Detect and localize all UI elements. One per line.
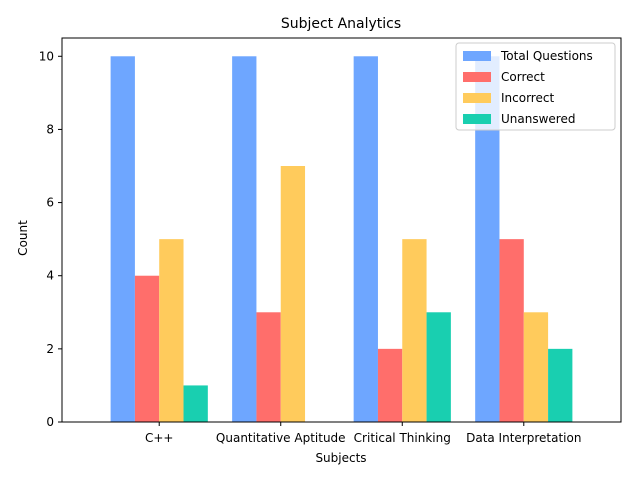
legend-swatch xyxy=(463,114,491,124)
y-tick-label: 6 xyxy=(46,196,54,210)
legend: Total Questions Correct Incorrect Unanswere… xyxy=(455,42,616,131)
bar-incorrect-2 xyxy=(280,166,306,422)
y-tick-label: 10 xyxy=(39,49,54,63)
legend-swatch xyxy=(463,72,491,82)
plot-frame xyxy=(61,37,622,423)
bar-total-questions-1 xyxy=(110,56,135,423)
y-axis-title: Count xyxy=(16,220,30,256)
legend-label: Incorrect xyxy=(501,91,554,105)
legend-label: Unanswered xyxy=(501,112,575,126)
x-tick-label: C++ xyxy=(145,431,174,445)
x-tick-label: Critical Thinking xyxy=(354,431,451,445)
bar-correct-2 xyxy=(256,312,281,422)
legend-swatch xyxy=(463,51,491,61)
chart-title: Subject Analytics xyxy=(281,16,401,32)
y-tick-label: 4 xyxy=(46,269,54,283)
x-tick-label: Quantitative Aptitude xyxy=(216,431,346,445)
legend-label: Correct xyxy=(501,70,545,84)
bar-unanswered-1 xyxy=(183,385,208,422)
legend-label: Total Questions xyxy=(500,49,593,63)
bar-total-questions-3 xyxy=(353,56,378,423)
y-tick-label: 0 xyxy=(46,415,54,429)
bar-incorrect-1 xyxy=(159,239,184,422)
axes-layer: 0 2 4 6 8 10 C++ Quantitative Aptitude Critical … xyxy=(39,37,622,445)
x-tick-label: Data Interpretation xyxy=(466,431,581,445)
bar-unanswered-4 xyxy=(548,348,573,422)
bar-unanswered-3 xyxy=(426,312,451,422)
legend-box xyxy=(455,42,616,131)
bar-correct-1 xyxy=(134,275,160,422)
bar-incorrect-4 xyxy=(523,312,549,422)
bar-correct-3 xyxy=(377,348,403,422)
y-tick-label: 8 xyxy=(46,122,54,136)
x-axis-title: Subjects xyxy=(315,451,366,465)
bar-correct-4 xyxy=(499,239,524,422)
bar-incorrect-3 xyxy=(402,239,427,422)
legend-swatch xyxy=(463,93,491,103)
y-tick-label: 2 xyxy=(46,342,54,356)
bar-total-questions-2 xyxy=(232,56,257,423)
